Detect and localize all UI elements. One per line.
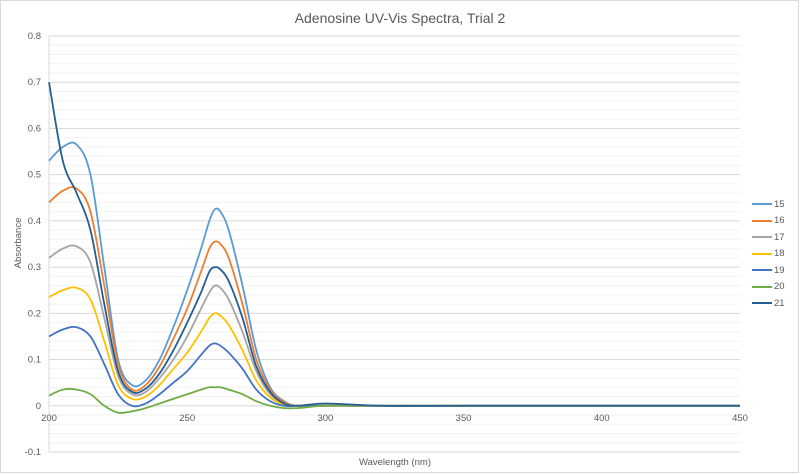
series-line-15: [48, 141, 740, 408]
x-axis-ticks: 200 250 300 350 400 450: [41, 413, 748, 424]
x-tick-label: 400: [594, 413, 610, 424]
y-tick-label: 0.8: [28, 31, 41, 42]
legend-label: 16: [774, 215, 785, 227]
y-tick-label: -0.1: [25, 447, 41, 458]
y-axis-title: Absorbance: [13, 218, 24, 269]
legend-label: 15: [774, 198, 785, 210]
legend-label: 19: [774, 264, 785, 276]
legend-item-21: 21: [752, 295, 785, 312]
legend-item-16: 16: [752, 213, 785, 230]
y-tick-label: 0.7: [28, 77, 41, 88]
series-line-19: [48, 325, 740, 408]
series-line-21: [48, 82, 740, 407]
legend-label: 17: [774, 231, 785, 243]
legend-swatch: [752, 302, 772, 305]
legend-item-20: 20: [752, 279, 785, 296]
chart-title: Adenosine UV-Vis Spectra, Trial 2: [294, 10, 506, 26]
legend-item-15: 15: [752, 196, 785, 213]
legend-item-18: 18: [752, 246, 785, 263]
legend-label: 18: [774, 248, 785, 260]
x-tick-label: 300: [317, 413, 333, 424]
y-tick-label: 0.1: [28, 355, 41, 366]
legend-swatch: [752, 236, 772, 239]
x-tick-label: 450: [732, 413, 748, 424]
y-tick-label: 0.3: [28, 262, 41, 273]
x-axis-title: Wavelength (nm): [359, 457, 431, 468]
legend-item-17: 17: [752, 229, 785, 246]
legend-swatch: [752, 252, 772, 255]
y-axis-ticks: -0.1 0 0.1 0.2 0.3 0.4 0.5 0.6 0.7 0.8: [25, 31, 41, 458]
x-tick-label: 350: [456, 413, 472, 424]
legend-item-19: 19: [752, 262, 785, 279]
y-tick-label: 0.6: [28, 123, 41, 134]
series-line-18: [48, 286, 740, 407]
x-tick-label: 200: [41, 413, 57, 424]
y-tick-label: 0.4: [28, 216, 41, 227]
legend-label: 20: [774, 281, 785, 293]
x-tick-label: 250: [179, 413, 195, 424]
y-tick-label: 0: [36, 401, 41, 412]
legend-swatch: [752, 219, 772, 222]
legend-label: 21: [774, 297, 785, 309]
legend-swatch: [752, 203, 772, 206]
y-tick-label: 0.5: [28, 170, 41, 181]
y-tick-label: 0.2: [28, 308, 41, 319]
gridlines: [48, 35, 740, 453]
series-lines: [48, 82, 740, 414]
legend-swatch: [752, 285, 772, 288]
legend: 15 16 17 18 19 20 21: [752, 196, 785, 312]
legend-swatch: [752, 269, 772, 272]
